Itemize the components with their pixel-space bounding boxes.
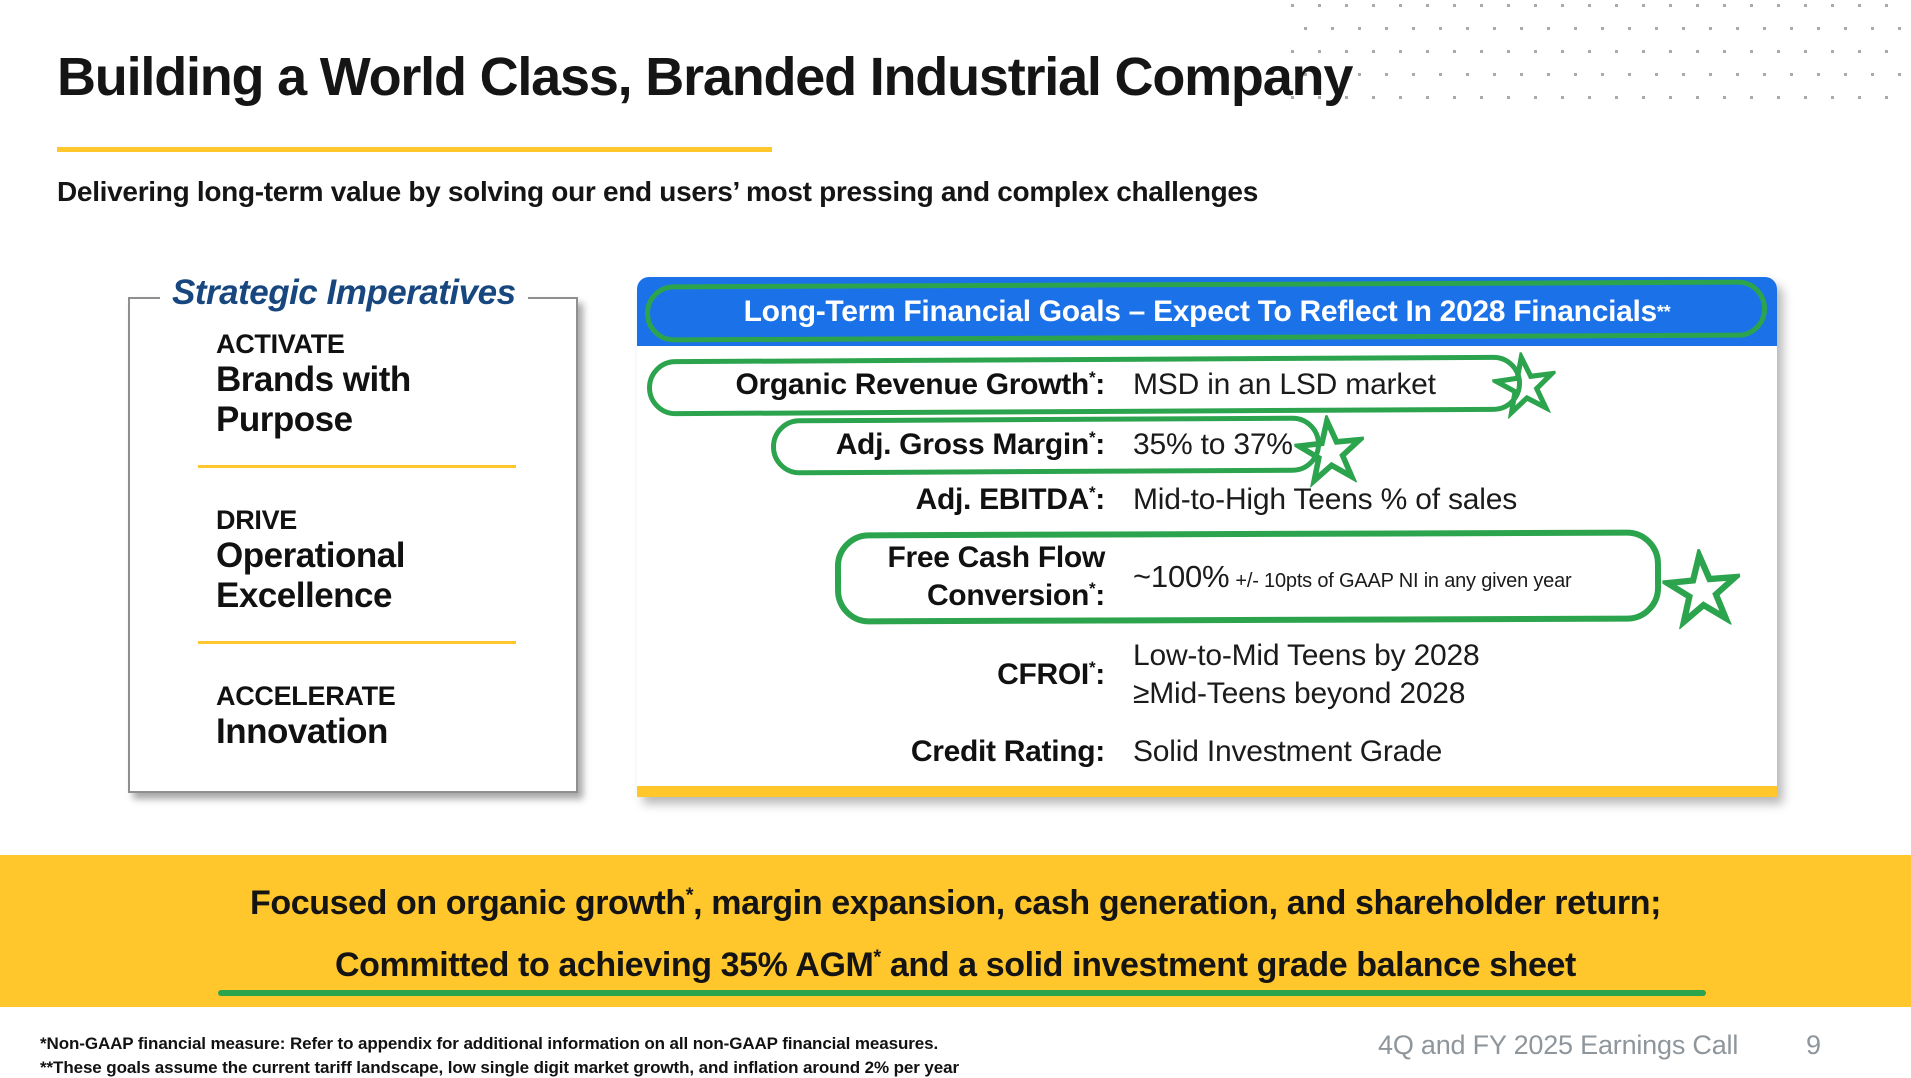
goal-row-adj-ebitda: Adj. EBITDA*: Mid-to-High Teens % of sal… [637, 478, 1777, 522]
footnote-marker: * [1088, 658, 1096, 677]
imperative-title: Operational Excellence [216, 536, 405, 615]
key-message-banner: Focused on organic growth*, margin expan… [0, 855, 1911, 1007]
goal-row-organic-revenue-growth: Organic Revenue Growth*: MSD in an LSD m… [637, 363, 1777, 407]
page-subtitle: Delivering long-term value by solving ou… [57, 176, 1258, 207]
strategic-imperative-drive: DRIVE Operational Excellence [216, 505, 546, 616]
footnote-assumptions: **These goals assume the current tariff … [40, 1058, 959, 1077]
footnote-marker: * [1088, 483, 1096, 502]
yellow-divider [198, 465, 516, 468]
strategic-imperatives-content: ACTIVATE Brands with Purpose DRIVE Opera… [130, 299, 576, 752]
imperative-kicker: ACTIVATE [216, 329, 345, 359]
goal-value: ~100% +/- 10pts of GAAP NI in any given y… [1133, 559, 1572, 595]
goal-label: Adj. Gross Margin*: [835, 428, 1106, 461]
goal-label: Adj. EBITDA*: [915, 483, 1106, 516]
strategic-imperatives-box: Strategic Imperatives ACTIVATE Brands wi… [128, 273, 578, 793]
goal-value: 35% to 37% [1133, 428, 1293, 461]
imperative-kicker: DRIVE [216, 505, 298, 535]
imperative-title: Innovation [216, 712, 388, 751]
footer-page-number: 9 [1806, 1030, 1822, 1060]
strategic-imperative-activate: ACTIVATE Brands with Purpose [216, 329, 546, 440]
goal-row-free-cash-flow-conversion: Free Cash Flow Conversion*: ~100% +/- 10p… [637, 539, 1777, 615]
goal-value: Solid Investment Grade [1133, 735, 1443, 768]
footnote-marker: * [1088, 428, 1096, 447]
financial-goals-header-text: Long-Term Financial Goals – Expect To Re… [743, 294, 1658, 328]
footnote-marker: * [1088, 368, 1096, 387]
financial-goals-header: Long-Term Financial Goals – Expect To Re… [637, 277, 1777, 346]
footer-presentation-label: 4Q and FY 2025 Earnings Call [1378, 1030, 1739, 1060]
dot-pattern-decoration [1291, 0, 1911, 110]
goal-value: Low-to-Mid Teens by 2028 ≥Mid-Teens beyo… [1133, 639, 1480, 710]
goal-label: Free Cash Flow Conversion*: [887, 541, 1105, 612]
panel-yellow-bottom-bar [637, 786, 1777, 797]
banner-line-2: Committed to achieving 35% AGM* and a so… [335, 946, 1576, 984]
footnote-marker: * [873, 946, 881, 969]
goal-value: MSD in an LSD market [1133, 368, 1436, 401]
goal-value-detail: +/- 10pts of GAAP NI in any given year [1235, 570, 1572, 592]
goal-label: CFROI*: [997, 658, 1105, 691]
goal-row-credit-rating: Credit Rating: Solid Investment Grade [637, 730, 1777, 774]
goal-value-main: ~100% [1133, 559, 1230, 594]
imperative-kicker: ACCELERATE [216, 681, 396, 711]
page-title: Building a World Class, Branded Industri… [57, 47, 1353, 107]
strategic-imperatives-heading: Strategic Imperatives [160, 273, 528, 313]
financial-goals-panel: Long-Term Financial Goals – Expect To Re… [637, 277, 1777, 797]
banner-line-1: Focused on organic growth*, margin expan… [249, 884, 1662, 922]
green-underline-annotation [218, 990, 1706, 996]
footnote-marker: * [1088, 579, 1096, 598]
goal-row-cfroi: CFROI*: Low-to-Mid Teens by 2028 ≥Mid-Te… [637, 637, 1777, 713]
imperative-title: Brands with Purpose [216, 360, 411, 439]
footnote-non-gaap: *Non-GAAP financial measure: Refer to ap… [40, 1034, 939, 1053]
goal-label: Organic Revenue Growth*: [735, 368, 1105, 401]
goal-label: Credit Rating: [910, 735, 1105, 768]
goal-row-adj-gross-margin: Adj. Gross Margin*: 35% to 37% [637, 423, 1777, 467]
title-underline [57, 147, 772, 152]
strategic-imperative-accelerate: ACCELERATE Innovation [216, 681, 546, 752]
footnote-marker: * [685, 884, 694, 907]
yellow-divider [198, 641, 516, 644]
goal-value: Mid-to-High Teens % of sales [1133, 483, 1518, 516]
